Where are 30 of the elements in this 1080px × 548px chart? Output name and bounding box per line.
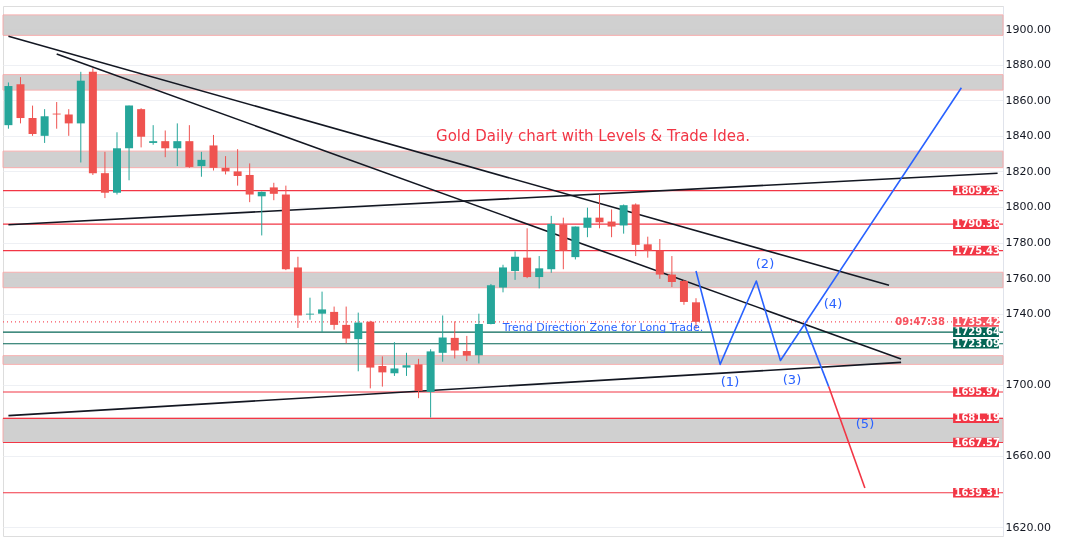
ref-line-label: 1681.19 xyxy=(954,412,1001,424)
ref-line-label: 1790.36 xyxy=(954,218,1001,230)
annotation: Gold Daily chart with Levels & Trade Idea. xyxy=(436,127,750,145)
y-tick-label: 1880.00 xyxy=(1005,58,1051,72)
annotation: (4) xyxy=(823,296,843,311)
annotation: (5) xyxy=(855,416,875,431)
y-tick-label: 1820.00 xyxy=(1005,164,1051,178)
ref-line-label: 1809.23 xyxy=(954,184,1001,196)
annotation: (3) xyxy=(782,372,802,387)
ref-line-label: 1639.31 xyxy=(954,486,1001,498)
y-tick-label: 1760.00 xyxy=(1005,271,1051,285)
ref-line-label: 1667.57 xyxy=(954,436,1001,448)
y-tick-label: 1900.00 xyxy=(1005,22,1051,36)
ref-line-label: 1775.43 xyxy=(954,244,1001,256)
annotation: Trend Direction Zone for Long Trade. xyxy=(501,321,704,334)
y-tick-label: 1840.00 xyxy=(1005,129,1051,143)
y-tick-label: 1620.00 xyxy=(1005,520,1051,534)
y-tick-label: 1800.00 xyxy=(1005,200,1051,214)
ref-line-label: 1735.42 xyxy=(954,315,1001,327)
y-tick-label: 1660.00 xyxy=(1005,449,1051,463)
y-tick-label: 1780.00 xyxy=(1005,236,1051,250)
annotation: 09:47:38 xyxy=(895,315,946,327)
annotation: (1) xyxy=(720,374,740,389)
ref-line-label: 1723.09 xyxy=(954,337,1001,349)
y-tick-label: 1860.00 xyxy=(1005,93,1051,107)
ref-line-label: 1729.64 xyxy=(954,326,1001,338)
ref-line-label: 1695.97 xyxy=(954,385,1001,397)
annotation: (2) xyxy=(755,256,775,271)
y-tick-label: 1700.00 xyxy=(1005,378,1051,392)
y-tick-label: 1740.00 xyxy=(1005,307,1051,321)
